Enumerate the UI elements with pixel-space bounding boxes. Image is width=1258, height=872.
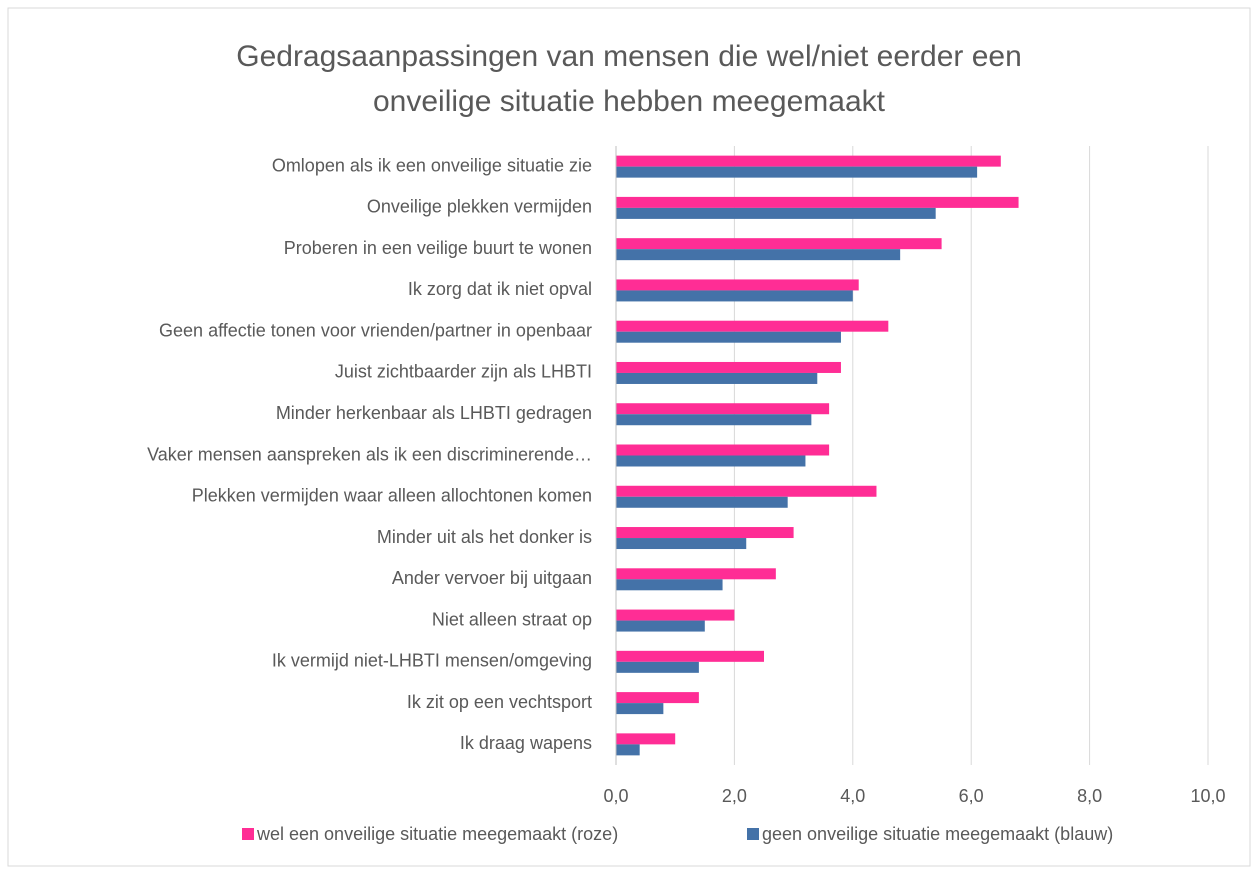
legend-label: geen onveilige situatie meegemaakt (blau… bbox=[762, 824, 1113, 844]
y-tick-label: Proberen in een veilige buurt te wonen bbox=[284, 238, 592, 258]
bar bbox=[616, 485, 877, 497]
legend-swatch bbox=[747, 828, 759, 840]
y-tick-label: Ik zorg dat ik niet opval bbox=[408, 279, 592, 299]
bar bbox=[616, 155, 1001, 167]
bar bbox=[616, 279, 859, 291]
bar bbox=[616, 620, 705, 632]
chart-title: onveilige situatie hebben meegemaakt bbox=[373, 85, 886, 118]
bar bbox=[616, 579, 723, 591]
y-tick-label: Ander vervoer bij uitgaan bbox=[392, 568, 592, 588]
bar bbox=[616, 733, 676, 745]
bar bbox=[616, 609, 735, 621]
x-tick-label: 0,0 bbox=[603, 786, 628, 806]
bar bbox=[616, 527, 794, 539]
bar bbox=[616, 320, 889, 332]
bar bbox=[616, 207, 936, 219]
y-tick-label: Minder herkenbaar als LHBTI gedragen bbox=[276, 403, 592, 423]
y-tick-label: Ik draag wapens bbox=[460, 733, 592, 753]
legend-label: wel een onveilige situatie meegemaakt (r… bbox=[256, 824, 618, 844]
bar bbox=[616, 568, 776, 580]
y-tick-label: Niet alleen straat op bbox=[432, 609, 592, 629]
y-tick-label: Minder uit als het donker is bbox=[377, 527, 592, 547]
bar bbox=[616, 455, 806, 467]
bar bbox=[616, 661, 699, 673]
y-tick-label: Onveilige plekken vermijden bbox=[367, 197, 592, 217]
bar bbox=[616, 249, 901, 261]
x-tick-label: 6,0 bbox=[959, 786, 984, 806]
x-tick-label: 10,0 bbox=[1190, 786, 1225, 806]
bar bbox=[616, 166, 978, 178]
bar bbox=[616, 496, 788, 508]
x-tick-label: 2,0 bbox=[722, 786, 747, 806]
bar bbox=[616, 331, 841, 343]
y-tick-label: Omlopen als ik een onveilige situatie zi… bbox=[272, 155, 592, 175]
y-tick-label: Vaker mensen aanspreken als ik een discr… bbox=[147, 444, 592, 464]
bar bbox=[616, 290, 853, 302]
bar bbox=[616, 444, 830, 456]
y-tick-label: Ik zit op een vechtsport bbox=[407, 692, 592, 712]
chart-title: Gedragsaanpassingen van mensen die wel/n… bbox=[236, 40, 1022, 73]
y-tick-label: Plekken vermijden waar alleen allochtone… bbox=[192, 486, 592, 506]
bar bbox=[616, 238, 942, 250]
bar bbox=[616, 703, 664, 715]
bar bbox=[616, 744, 640, 756]
y-tick-label: Juist zichtbaarder zijn als LHBTI bbox=[335, 362, 592, 382]
bar bbox=[616, 692, 699, 704]
legend-swatch bbox=[242, 828, 254, 840]
bar bbox=[616, 650, 764, 662]
bar bbox=[616, 414, 812, 426]
chart-frame bbox=[7, 7, 1251, 867]
bar bbox=[616, 538, 747, 550]
y-tick-label: Geen affectie tonen voor vrienden/partne… bbox=[159, 320, 592, 340]
y-tick-label: Ik vermijd niet-LHBTI mensen/omgeving bbox=[272, 651, 592, 671]
bar bbox=[616, 196, 1019, 208]
x-tick-label: 8,0 bbox=[1077, 786, 1102, 806]
bar bbox=[616, 372, 818, 384]
bar bbox=[616, 403, 830, 415]
x-tick-label: 4,0 bbox=[840, 786, 865, 806]
bar bbox=[616, 361, 841, 373]
